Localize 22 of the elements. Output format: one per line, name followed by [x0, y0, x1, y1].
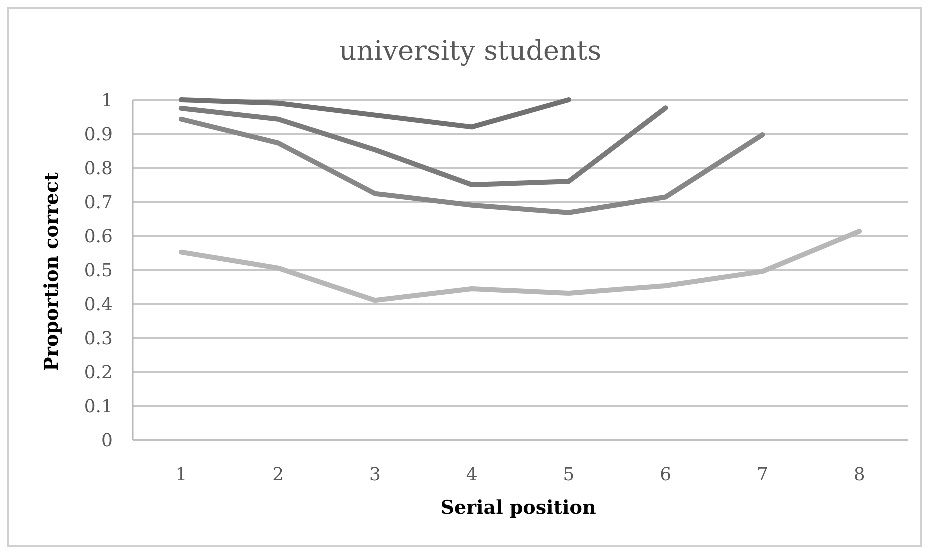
x-tick-label: 3 [369, 464, 381, 486]
chart-title: university students [339, 36, 602, 67]
x-tick-label: 1 [176, 464, 188, 486]
x-axis-title: Serial position [440, 497, 596, 519]
y-tick-label: 0.3 [84, 328, 113, 350]
y-tick-label: 1 [102, 90, 113, 112]
x-tick-label: 8 [854, 464, 866, 486]
x-tick-label: 6 [660, 464, 672, 486]
y-tick-label: 0.7 [84, 192, 113, 214]
y-tick-label: 0.6 [84, 226, 113, 248]
x-tick-label: 5 [563, 464, 575, 486]
y-axis-title: Proportion correct [41, 172, 63, 372]
y-tick-label: 0 [102, 430, 113, 452]
x-tick-label: 4 [466, 464, 478, 486]
y-tick-label: 0.1 [84, 396, 113, 418]
y-tick-label: 0.4 [84, 294, 113, 316]
x-tick-label: 7 [756, 464, 768, 486]
y-tick-label: 0.8 [84, 158, 113, 180]
y-tick-label: 0.2 [84, 362, 113, 384]
x-tick-label: 2 [272, 464, 284, 486]
y-tick-label: 0.5 [84, 260, 113, 282]
y-tick-label: 0.9 [84, 124, 113, 146]
